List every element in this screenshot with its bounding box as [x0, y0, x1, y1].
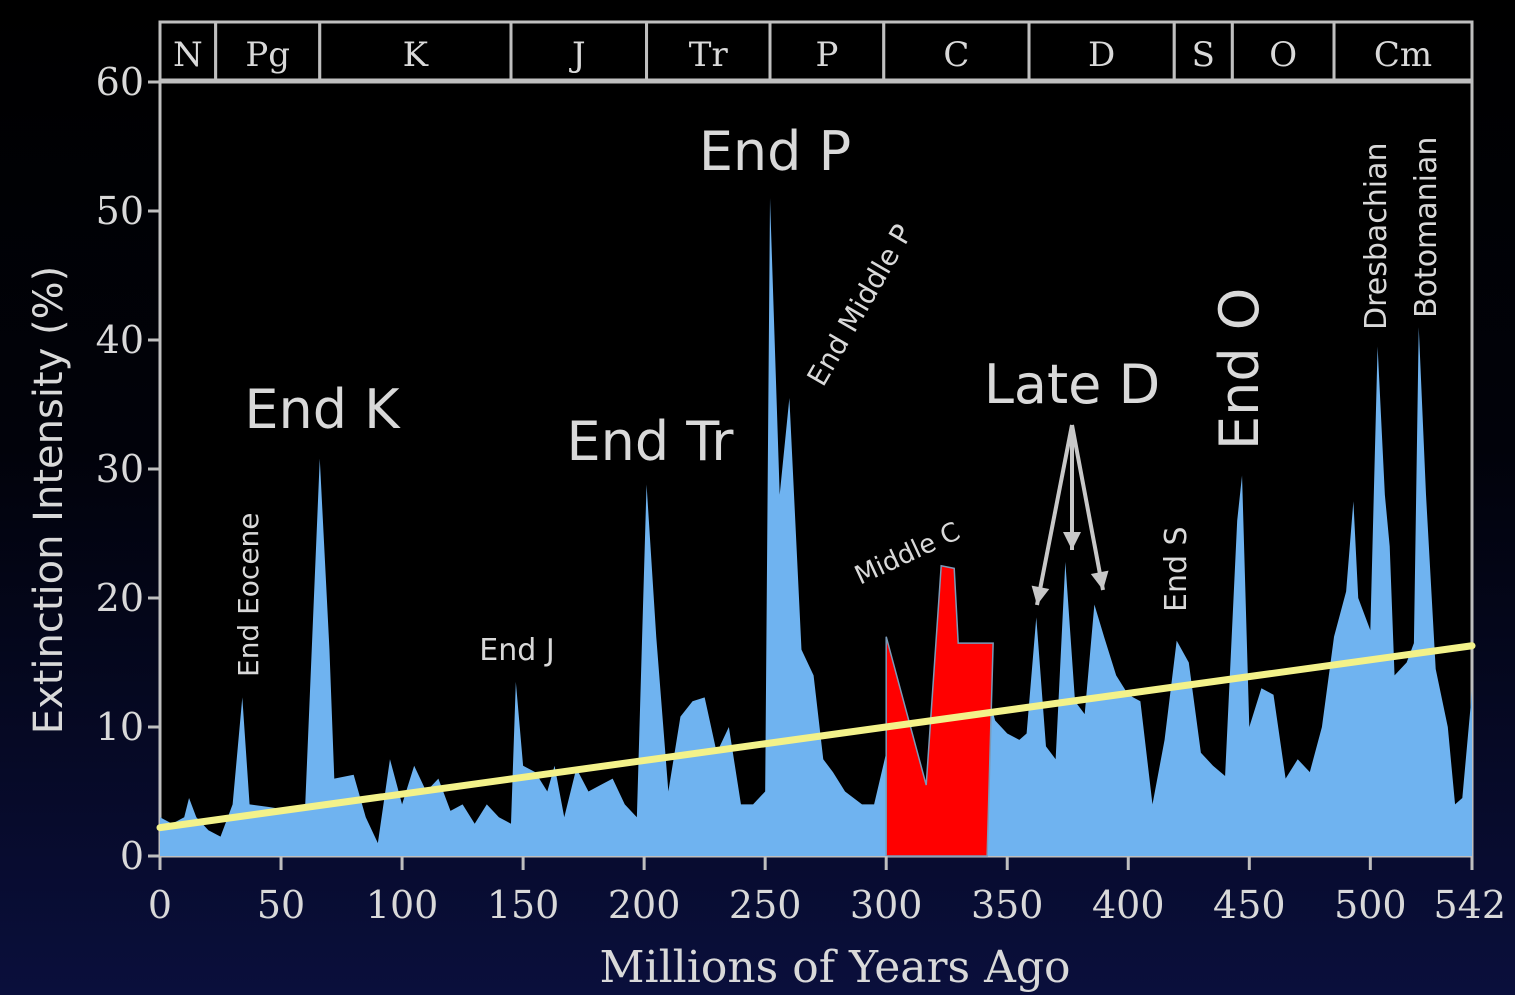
- arrow-line: [1035, 424, 1074, 606]
- x-tick-label: 350: [971, 883, 1044, 927]
- period-cell-d: [1027, 20, 1176, 82]
- y-tick-label: 50: [96, 189, 144, 233]
- annotation-label: End K: [244, 378, 401, 441]
- period-cell-c: [882, 20, 1031, 82]
- period-label: P: [815, 35, 838, 75]
- y-tick-label: 30: [96, 447, 144, 491]
- annotation-label: Dresbachian: [1359, 142, 1394, 330]
- x-tick-label: 50: [257, 883, 305, 927]
- period-cell-k: [318, 20, 513, 82]
- highlight-marker: [885, 564, 994, 857]
- period-label: D: [1088, 35, 1115, 75]
- period-cell-p: [768, 20, 886, 82]
- period-cell-pg: [214, 20, 322, 82]
- arrow-line: [1070, 424, 1105, 591]
- annotation-label: End Tr: [566, 410, 734, 473]
- y-tick-label: 10: [96, 705, 144, 749]
- annotation-label: Late D: [984, 353, 1160, 416]
- y-tick-label: 40: [96, 318, 144, 362]
- x-tick-label: 100: [366, 883, 439, 927]
- late-d-arrows: [1031, 424, 1109, 606]
- period-cell-s: [1172, 20, 1234, 82]
- annotation-label: End J: [479, 633, 554, 668]
- period-cell-n: [158, 20, 218, 82]
- annotation-label: End S: [1159, 526, 1194, 612]
- annotation-label: End P: [699, 120, 851, 183]
- annotation-label: End Eocene: [232, 512, 265, 677]
- x-tick-label: 200: [608, 883, 681, 927]
- x-tick-label: 250: [729, 883, 802, 927]
- x-tick-label: 0: [148, 883, 172, 927]
- x-tick-label: 450: [1213, 883, 1286, 927]
- period-bar: N Pg K J Tr P C D S O Cm: [158, 20, 1474, 82]
- y-tick-label: 0: [120, 834, 144, 878]
- period-label: O: [1269, 35, 1297, 75]
- period-label: N: [173, 35, 203, 75]
- x-tick-label: 542: [1433, 883, 1506, 927]
- period-label: Cm: [1374, 35, 1432, 75]
- x-tick-label: 500: [1334, 883, 1407, 927]
- period-label: C: [943, 35, 969, 75]
- period-cell-cm: [1332, 20, 1474, 82]
- annotation-label: Botomanian: [1409, 137, 1444, 318]
- period-label: K: [403, 35, 429, 75]
- x-tick-label: 150: [487, 883, 560, 927]
- arrow-head: [1090, 570, 1109, 590]
- annotation-label: End O: [1208, 288, 1271, 450]
- y-axis-title: Extinction Intensity (%): [26, 266, 72, 734]
- x-axis: 0 50 100 150 200 250 300 350 400 450 500 542: [148, 856, 1506, 927]
- y-axis: 0 10 20 30 40 50 60: [96, 60, 160, 878]
- period-cell-o: [1230, 20, 1336, 82]
- x-tick-label: 300: [850, 883, 923, 927]
- period-label: J: [569, 35, 586, 75]
- period-label: Tr: [689, 35, 729, 75]
- period-cell-tr: [645, 20, 772, 82]
- arrow-head: [1031, 585, 1050, 605]
- x-axis-title: Millions of Years Ago: [599, 942, 1070, 993]
- period-label: Pg: [245, 35, 290, 75]
- y-tick-label: 20: [96, 576, 144, 620]
- arrow-head: [1063, 532, 1081, 550]
- period-label: S: [1192, 35, 1215, 75]
- x-tick-label: 400: [1092, 883, 1165, 927]
- trend-line: [156, 642, 1476, 832]
- extinction-area-series: [160, 198, 1472, 857]
- y-tick-label: 60: [96, 60, 144, 104]
